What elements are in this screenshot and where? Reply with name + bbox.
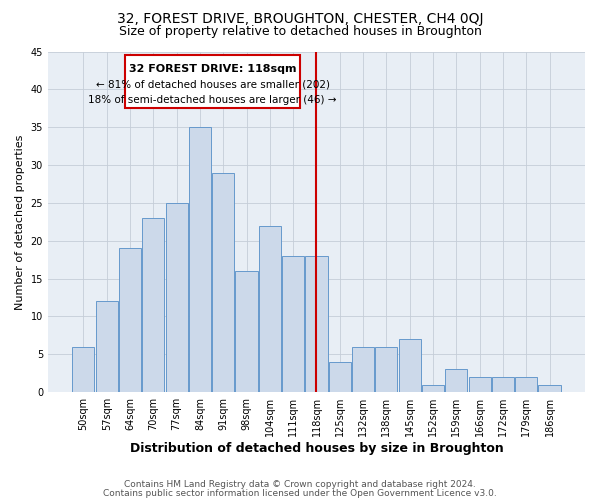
Bar xyxy=(352,347,374,392)
Bar xyxy=(492,377,514,392)
Bar xyxy=(212,172,235,392)
Text: ← 81% of detached houses are smaller (202): ← 81% of detached houses are smaller (20… xyxy=(96,80,330,90)
X-axis label: Distribution of detached houses by size in Broughton: Distribution of detached houses by size … xyxy=(130,442,503,455)
Bar xyxy=(515,377,537,392)
Text: 18% of semi-detached houses are larger (46) →: 18% of semi-detached houses are larger (… xyxy=(88,94,337,104)
Bar xyxy=(73,347,94,392)
Bar xyxy=(305,256,328,392)
Bar xyxy=(119,248,141,392)
Text: Size of property relative to detached houses in Broughton: Size of property relative to detached ho… xyxy=(119,25,481,38)
FancyBboxPatch shape xyxy=(125,56,300,108)
Bar xyxy=(376,347,397,392)
Bar xyxy=(469,377,491,392)
Y-axis label: Number of detached properties: Number of detached properties xyxy=(15,134,25,310)
Bar xyxy=(538,384,560,392)
Bar xyxy=(329,362,351,392)
Bar xyxy=(445,370,467,392)
Bar xyxy=(282,256,304,392)
Text: 32 FOREST DRIVE: 118sqm: 32 FOREST DRIVE: 118sqm xyxy=(129,64,296,74)
Bar xyxy=(189,127,211,392)
Bar xyxy=(422,384,444,392)
Bar xyxy=(398,339,421,392)
Text: Contains public sector information licensed under the Open Government Licence v3: Contains public sector information licen… xyxy=(103,488,497,498)
Bar xyxy=(166,203,188,392)
Bar xyxy=(235,271,257,392)
Text: 32, FOREST DRIVE, BROUGHTON, CHESTER, CH4 0QJ: 32, FOREST DRIVE, BROUGHTON, CHESTER, CH… xyxy=(117,12,483,26)
Bar xyxy=(259,226,281,392)
Bar xyxy=(142,218,164,392)
Text: Contains HM Land Registry data © Crown copyright and database right 2024.: Contains HM Land Registry data © Crown c… xyxy=(124,480,476,489)
Bar xyxy=(95,302,118,392)
